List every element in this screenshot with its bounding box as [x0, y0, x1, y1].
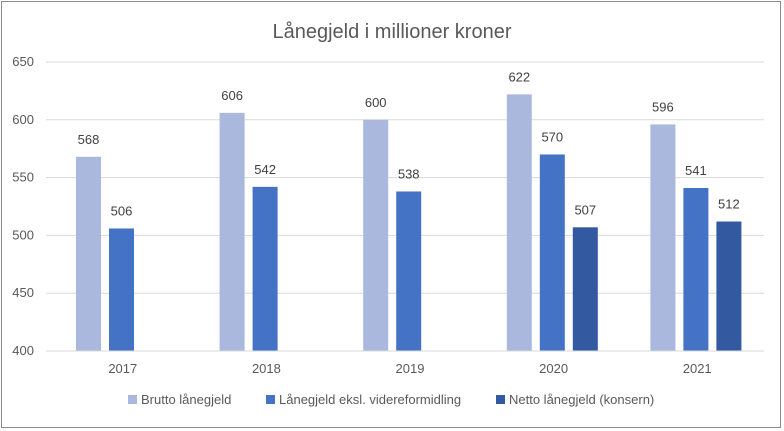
y-tick-label: 450 [12, 285, 34, 300]
bar-2018-series-0 [219, 112, 245, 351]
data-label: 507 [574, 202, 596, 217]
data-label: 568 [78, 132, 100, 147]
data-label: 606 [221, 88, 243, 103]
bar-2020-series-0 [506, 94, 532, 352]
data-label: 506 [111, 203, 133, 218]
legend-swatch [496, 395, 505, 404]
legend: Brutto lånegjeld Lånegjeld eksl. viderefo… [128, 392, 654, 407]
bar-2020-series-2 [572, 227, 598, 351]
x-tick-label: 2019 [396, 361, 425, 376]
data-label: 600 [365, 95, 387, 110]
data-label: 538 [398, 166, 420, 181]
data-label: 541 [685, 163, 707, 178]
x-tick-label: 2017 [108, 361, 137, 376]
data-label: 570 [541, 129, 563, 144]
legend-label: Brutto lånegjeld [141, 392, 231, 407]
bar-2020-series-1 [539, 154, 565, 351]
data-labels: 568 506 606 542 600 538 622 570 507 596 541 512 [78, 69, 740, 218]
bar-2017-series-0 [76, 156, 101, 351]
bar-2021-series-1 [683, 188, 709, 351]
x-tick-label: 2018 [252, 361, 281, 376]
legend-label: Lånegjeld eksl. videreformidling [279, 392, 461, 407]
data-label: 512 [718, 197, 740, 212]
y-tick-label: 600 [12, 112, 34, 127]
y-tick-label: 650 [12, 54, 34, 69]
data-label: 622 [508, 69, 530, 84]
bar-2019-series-1 [396, 191, 422, 351]
x-tick-label: 2021 [683, 361, 712, 376]
y-axis-ticks: 400 450 500 550 600 650 [12, 54, 34, 358]
x-axis-ticks: 2017 2018 2019 2020 2021 [108, 361, 711, 376]
data-label: 596 [652, 99, 674, 114]
legend-swatch [266, 395, 275, 404]
data-label: 542 [254, 162, 276, 177]
y-tick-label: 550 [12, 170, 34, 185]
y-tick-label: 400 [12, 343, 34, 358]
chart-title: Lånegjeld i millioner kroner [272, 21, 511, 43]
bars [76, 94, 742, 352]
bar-2018-series-1 [252, 186, 278, 351]
y-tick-label: 500 [12, 227, 34, 242]
bar-2019-series-0 [363, 119, 389, 351]
legend-label: Netto lånegjeld (konsern) [509, 392, 654, 407]
bar-2021-series-0 [650, 124, 676, 351]
bar-2017-series-1 [109, 228, 134, 351]
x-tick-label: 2020 [539, 361, 568, 376]
legend-swatch [128, 395, 137, 404]
bar-2021-series-2 [716, 221, 742, 351]
